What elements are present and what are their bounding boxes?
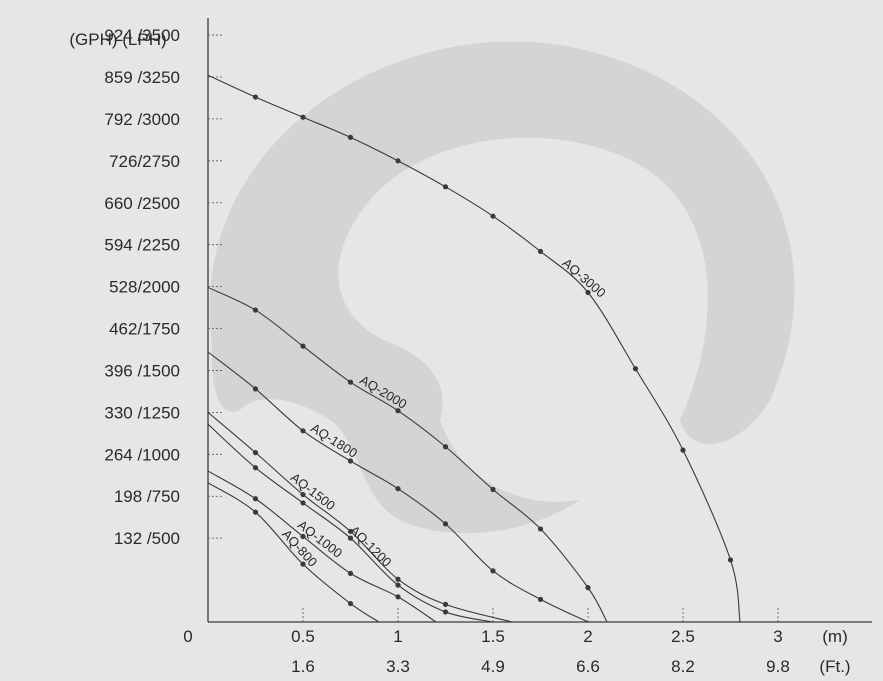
point-aq-1200-1 (252, 465, 259, 471)
y-tick-label-2250: 594 /2250 (104, 236, 180, 255)
y-tick-label-750: 198 /750 (114, 487, 180, 506)
background-watermark (209, 41, 795, 534)
point-aq-3000-9 (632, 366, 639, 372)
point-aq-1800-6 (490, 568, 496, 574)
y-tick-label-2000: 528/2000 (109, 278, 180, 297)
performance-curves (207, 74, 741, 623)
point-aq-1200-4 (395, 582, 401, 588)
point-aq-3000-8 (585, 289, 591, 296)
point-aq-800-2 (300, 561, 306, 567)
y-axis-header: (GPH) (LPH) (69, 30, 166, 49)
label-aq-3000: AQ-3000 (560, 255, 609, 300)
y-axis-ticks: (GPH) (LPH) 132 /500 198 /750 264 /1000 330 … (69, 26, 222, 548)
point-aq-2000-6 (490, 486, 496, 493)
point-aq-1500-1 (252, 450, 259, 456)
point-aq-3000-10 (680, 447, 686, 453)
point-aq-2000-5 (442, 444, 449, 450)
x-tick-label-m-3: 3 (773, 627, 782, 646)
label-aq-1500: AQ-1500 (288, 470, 338, 514)
point-aq-1800-5 (442, 521, 449, 527)
point-aq-1800-3 (347, 458, 354, 464)
point-aq-1500-4 (395, 576, 401, 582)
x-unit-m: (m) (822, 627, 847, 646)
x-axis-ticks: 0 0.5 1.6 1 3.3 1.5 4.9 2 6.6 2.5 8.2 3 9.8 (m) (Ft.) (183, 608, 851, 676)
point-aq-2000-7 (537, 526, 544, 532)
curve-aq-800 (207, 482, 380, 623)
point-aq-1000-3 (347, 570, 354, 576)
y-tick-label-3250: 859 /3250 (104, 68, 180, 87)
point-aq-3000-5 (442, 184, 449, 190)
x-tick-label-ft-4.9: 4.9 (481, 657, 505, 676)
y-tick-label-1500: 396 /1500 (104, 361, 180, 380)
y-tick-label-2500: 660 /2500 (104, 194, 180, 213)
point-aq-3000-6 (490, 213, 496, 219)
x-tick-label-m-2.5: 2.5 (671, 627, 695, 646)
x-tick-label-m-0.5: 0.5 (291, 627, 315, 646)
x-tick-label-ft-9.8: 9.8 (766, 657, 790, 676)
y-tick-label-1000: 264 /1000 (104, 445, 180, 464)
point-aq-3000-4 (395, 158, 401, 164)
point-aq-1500-2 (300, 491, 306, 498)
x-tick-label-m-1: 1 (393, 627, 402, 646)
x-tick-label-m-2: 2 (583, 627, 592, 646)
point-aq-1000-2 (300, 533, 306, 540)
point-aq-1800-7 (537, 596, 544, 602)
y-tick-label-2750: 726/2750 (109, 152, 180, 171)
curve-aq-2000 (207, 286, 608, 623)
y-tick-label-500: 132 /500 (114, 529, 180, 548)
x-origin-label: 0 (183, 627, 192, 646)
y-tick-label-3000: 792 /3000 (104, 110, 180, 129)
point-aq-2000-1 (252, 307, 259, 313)
label-aq-1200: AQ-1200 (347, 523, 395, 570)
point-aq-3000-3 (347, 134, 354, 140)
point-aq-3000-1 (252, 94, 259, 100)
point-aq-1000-1 (252, 496, 259, 502)
y-tick-label-3500: 924 /3500 (104, 26, 180, 45)
point-aq-2000-2 (300, 343, 306, 349)
point-aq-1200-5 (442, 609, 449, 615)
x-tick-label-ft-1.6: 1.6 (291, 657, 315, 676)
point-aq-2000-4 (395, 408, 401, 414)
point-aq-1800-4 (395, 486, 401, 492)
x-tick-label-ft-3.3: 3.3 (386, 657, 410, 676)
point-aq-800-3 (347, 600, 354, 607)
point-aq-3000-2 (300, 114, 306, 120)
curve-aq-1000 (207, 470, 437, 623)
point-aq-3000-11 (727, 557, 734, 563)
point-aq-1200-2 (300, 500, 306, 506)
point-aq-2000-8 (585, 585, 591, 591)
point-aq-1000-4 (395, 594, 401, 600)
point-aq-2000-3 (347, 379, 354, 385)
y-tick-label-1750: 462/1750 (109, 320, 180, 339)
point-aq-1200-3 (347, 535, 354, 541)
x-tick-label-ft-6.6: 6.6 (576, 657, 600, 676)
point-aq-1500-3 (347, 528, 354, 535)
point-aq-800-1 (252, 509, 259, 515)
x-tick-label-ft-8.2: 8.2 (671, 657, 695, 676)
x-tick-label-m-1.5: 1.5 (481, 627, 505, 646)
y-tick-label-1250: 330 /1250 (104, 403, 180, 422)
point-aq-1500-5 (442, 601, 449, 607)
point-aq-1800-2 (300, 428, 306, 434)
x-unit-ft: (Ft.) (819, 657, 850, 676)
point-aq-3000-7 (537, 248, 544, 254)
point-aq-1800-1 (252, 386, 259, 392)
